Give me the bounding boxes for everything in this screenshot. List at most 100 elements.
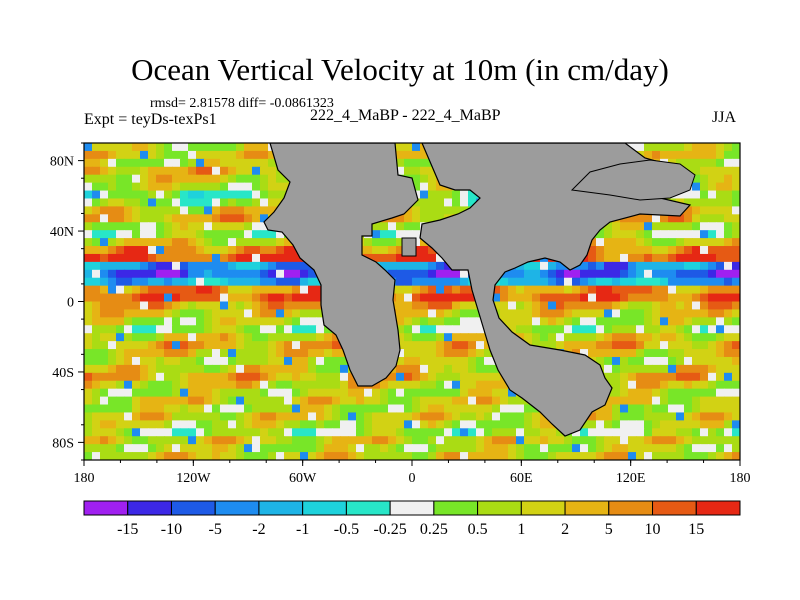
- field-cell: [164, 309, 173, 318]
- field-cell: [124, 317, 133, 326]
- field-cell: [244, 222, 253, 231]
- field-cell: [236, 206, 245, 215]
- field-cell: [644, 269, 653, 279]
- field-cell: [660, 238, 669, 247]
- field-cell: [700, 317, 709, 326]
- field-cell: [468, 404, 477, 414]
- field-cell: [716, 349, 725, 358]
- field-cell: [660, 150, 669, 160]
- field-cell: [708, 420, 717, 429]
- field-cell: [124, 356, 133, 366]
- field-cell: [676, 372, 685, 382]
- field-cell: [676, 452, 685, 460]
- field-cell: [164, 349, 173, 358]
- field-cell: [476, 325, 485, 334]
- field-cell: [236, 412, 245, 421]
- field-cell: [84, 317, 93, 326]
- field-cell: [444, 388, 453, 398]
- field-cell: [212, 428, 221, 437]
- field-cell: [308, 452, 317, 460]
- field-cell: [268, 404, 277, 414]
- field-cell: [332, 452, 341, 460]
- field-cell: [460, 412, 469, 421]
- colorbar-swatch: [302, 500, 347, 516]
- field-cell: [644, 261, 653, 271]
- field-cell: [588, 412, 597, 421]
- field-cell: [628, 301, 637, 311]
- field-cell: [652, 150, 661, 160]
- field-cell: [100, 277, 109, 287]
- field-cell: [660, 269, 669, 279]
- field-cell: [252, 317, 261, 326]
- field-cell: [132, 317, 141, 326]
- field-cell: [684, 341, 693, 350]
- field-cell: [524, 420, 533, 429]
- field-cell: [668, 452, 677, 460]
- field-cell: [444, 372, 453, 382]
- field-cell: [596, 452, 605, 460]
- field-cell: [476, 396, 485, 406]
- field-cell: [220, 166, 229, 176]
- field-cell: [668, 325, 677, 334]
- field-cell: [124, 269, 133, 279]
- field-cell: [268, 380, 277, 390]
- field-cell: [404, 166, 413, 176]
- field-cell: [180, 182, 189, 192]
- field-cell: [404, 285, 413, 295]
- field-cell: [348, 388, 357, 398]
- field-cell: [260, 309, 269, 318]
- field-cell: [188, 238, 197, 247]
- field-cell: [164, 182, 173, 192]
- field-cell: [228, 174, 237, 184]
- field-cell: [484, 380, 493, 390]
- field-cell: [444, 285, 453, 295]
- field-cell: [404, 277, 413, 287]
- field-cell: [412, 341, 421, 350]
- field-cell: [228, 349, 237, 358]
- field-cell: [700, 380, 709, 390]
- field-cell: [676, 150, 685, 160]
- field-cell: [84, 349, 93, 358]
- field-cell: [236, 143, 245, 152]
- field-cell: [92, 388, 101, 398]
- field-cell: [180, 372, 189, 382]
- field-cell: [172, 380, 181, 390]
- field-cell: [492, 412, 501, 421]
- field-cell: [380, 246, 389, 255]
- field-cell: [252, 277, 261, 287]
- field-cell: [204, 364, 213, 374]
- field-cell: [212, 293, 221, 303]
- field-cell: [724, 190, 733, 200]
- field-cell: [532, 285, 541, 295]
- land-island: [401, 237, 417, 257]
- field-cell: [596, 301, 605, 311]
- field-cell: [452, 356, 461, 366]
- field-cell: [244, 396, 253, 406]
- field-cell: [236, 301, 245, 311]
- field-cell: [700, 214, 709, 223]
- field-cell: [716, 166, 725, 176]
- field-cell: [332, 364, 341, 374]
- field-cell: [252, 285, 261, 295]
- field-cell: [444, 317, 453, 326]
- field-cell: [100, 150, 109, 160]
- field-cell: [404, 444, 413, 453]
- field-cell: [124, 380, 133, 390]
- field-cell: [260, 396, 269, 406]
- field-cell: [620, 388, 629, 398]
- field-cell: [228, 325, 237, 334]
- field-cell: [708, 380, 717, 390]
- field-cell: [620, 380, 629, 390]
- field-cell: [268, 277, 277, 287]
- field-cell: [612, 230, 621, 239]
- field-cell: [716, 253, 725, 263]
- field-cell: [236, 436, 245, 445]
- field-cell: [124, 190, 133, 200]
- field-cell: [116, 309, 125, 318]
- field-cell: [428, 420, 437, 429]
- field-cell: [308, 356, 317, 366]
- field-cell: [396, 230, 405, 239]
- field-cell: [204, 253, 213, 263]
- field-cell: [172, 341, 181, 350]
- field-cell: [420, 420, 429, 429]
